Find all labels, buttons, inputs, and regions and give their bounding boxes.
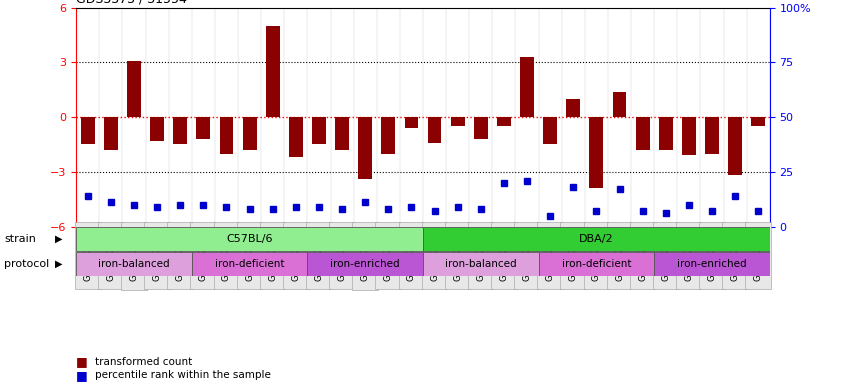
Bar — [751, 117, 766, 126]
Text: ■: ■ — [76, 369, 88, 382]
Bar — [127, 61, 141, 117]
Text: GSM262768: GSM262768 — [129, 230, 139, 281]
Text: iron-balanced: iron-balanced — [98, 259, 170, 269]
Text: C57BL/6: C57BL/6 — [227, 234, 272, 244]
Bar — [76, 252, 192, 276]
Bar — [682, 117, 696, 156]
Text: GSM262841: GSM262841 — [662, 230, 670, 281]
Text: GSM262844: GSM262844 — [731, 230, 739, 281]
Text: GSM262794: GSM262794 — [384, 230, 393, 281]
Bar — [654, 252, 770, 276]
Text: GSM262798: GSM262798 — [245, 230, 254, 281]
Text: ▶: ▶ — [55, 259, 63, 269]
Bar — [192, 252, 307, 276]
Text: GSM262773: GSM262773 — [360, 230, 370, 281]
Bar — [427, 117, 442, 143]
Text: iron-deficient: iron-deficient — [562, 259, 631, 269]
Text: GSM262771: GSM262771 — [315, 230, 323, 281]
Text: GSM262820: GSM262820 — [476, 230, 486, 281]
Bar — [196, 117, 211, 139]
Text: GDS3373 / 31554: GDS3373 / 31554 — [76, 0, 187, 5]
Bar — [613, 92, 627, 117]
Bar — [288, 117, 303, 157]
Text: GSM262765: GSM262765 — [107, 230, 115, 281]
Bar — [404, 117, 419, 128]
Bar — [243, 117, 256, 150]
Text: GSM262951: GSM262951 — [569, 230, 578, 281]
Text: GSM262839: GSM262839 — [499, 230, 508, 281]
Bar — [76, 227, 423, 251]
Text: GSM262797: GSM262797 — [222, 230, 231, 281]
Text: GSM262770: GSM262770 — [176, 230, 184, 281]
Text: transformed count: transformed count — [95, 356, 192, 367]
Bar — [173, 117, 187, 144]
Text: GSM262953: GSM262953 — [615, 230, 624, 281]
Text: GSM262795: GSM262795 — [407, 230, 416, 281]
Bar — [266, 26, 280, 117]
Text: ▶: ▶ — [55, 234, 63, 244]
Text: strain: strain — [4, 234, 36, 244]
Bar — [539, 252, 654, 276]
Bar — [150, 117, 164, 141]
Bar — [705, 117, 719, 154]
Text: GSM262762: GSM262762 — [83, 230, 92, 281]
Bar — [312, 117, 326, 144]
Bar — [566, 99, 580, 117]
Text: percentile rank within the sample: percentile rank within the sample — [95, 370, 271, 381]
Text: GSM262843: GSM262843 — [707, 230, 717, 281]
Text: GSM262819: GSM262819 — [453, 230, 462, 281]
Text: ■: ■ — [76, 355, 88, 368]
Text: GSM262769: GSM262769 — [152, 230, 162, 281]
Bar — [543, 117, 558, 144]
Text: protocol: protocol — [4, 259, 49, 269]
Bar — [659, 117, 673, 150]
Bar — [382, 117, 395, 154]
Bar — [423, 227, 770, 251]
Text: GSM262845: GSM262845 — [754, 230, 763, 281]
Bar — [358, 117, 372, 179]
Text: iron-enriched: iron-enriched — [331, 259, 400, 269]
Bar — [307, 252, 423, 276]
Text: iron-enriched: iron-enriched — [678, 259, 747, 269]
Bar — [423, 252, 539, 276]
Text: GSM262952: GSM262952 — [592, 230, 601, 281]
Text: GSM262800: GSM262800 — [291, 230, 300, 281]
Text: GSM262799: GSM262799 — [268, 230, 277, 281]
Text: GSM262772: GSM262772 — [338, 230, 347, 281]
Bar — [335, 117, 349, 150]
Bar — [80, 117, 95, 144]
Bar — [728, 117, 742, 175]
Text: GSM262796: GSM262796 — [199, 230, 208, 281]
Text: iron-deficient: iron-deficient — [215, 259, 284, 269]
Bar — [104, 117, 118, 150]
Bar — [451, 117, 464, 126]
Text: GSM262950: GSM262950 — [546, 230, 555, 281]
Text: GSM262842: GSM262842 — [684, 230, 694, 281]
Text: DBA/2: DBA/2 — [580, 234, 613, 244]
Bar — [497, 117, 511, 126]
Bar — [520, 57, 534, 117]
Bar — [590, 117, 603, 188]
Bar — [635, 117, 650, 150]
Text: GSM262840: GSM262840 — [523, 230, 531, 281]
Text: GSM262817: GSM262817 — [430, 230, 439, 281]
Text: GSM262954: GSM262954 — [638, 230, 647, 281]
Bar — [219, 117, 233, 154]
Bar — [474, 117, 488, 139]
Text: iron-balanced: iron-balanced — [445, 259, 517, 269]
